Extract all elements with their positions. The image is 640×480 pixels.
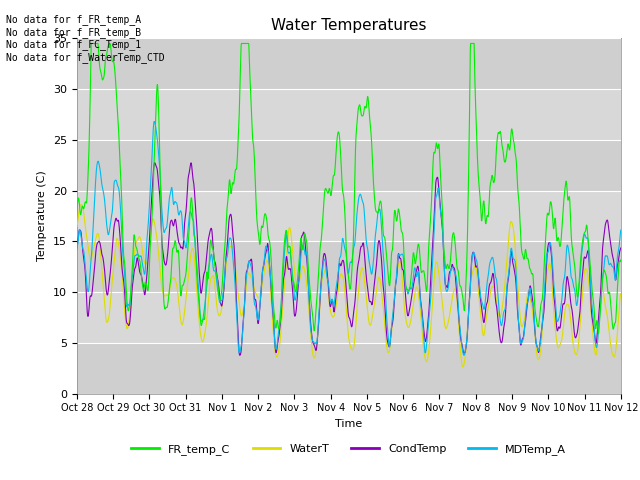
MDTemp_A (602, 253, 609, 259)
Y-axis label: Temperature (C): Temperature (C) (37, 170, 47, 262)
MDTemp_A (602, 253, 609, 259)
MDTemp_A (150, 119, 158, 124)
WaterT (101, 305, 109, 311)
Text: No data for f_FR_temp_A
No data for f_FR_temp_B
No data for f_FC_Temp_1
No data : No data for f_FR_temp_A No data for f_FR… (6, 14, 165, 63)
FR_temp_C (338, 170, 346, 176)
CondTemp (602, 221, 609, 227)
WaterT (73, 224, 81, 230)
WaterT (502, 272, 509, 278)
WaterT (338, 272, 346, 277)
FR_temp_C (617, 257, 625, 263)
MDTemp_A (323, 276, 331, 281)
MDTemp_A (460, 352, 468, 358)
CondTemp (602, 222, 609, 228)
FR_temp_C (502, 158, 509, 164)
Bar (77, 140, 621, 191)
FR_temp_C (602, 270, 609, 276)
Line: FR_temp_C: FR_temp_C (77, 44, 621, 333)
Line: MDTemp_A: MDTemp_A (77, 121, 621, 355)
CondTemp (502, 307, 509, 313)
CondTemp (100, 267, 108, 273)
MDTemp_A (617, 227, 625, 233)
MDTemp_A (338, 244, 346, 250)
Bar (77, 38, 621, 89)
CondTemp (324, 272, 332, 277)
FR_temp_C (73, 210, 81, 216)
WaterT (459, 364, 467, 370)
Line: CondTemp: CondTemp (77, 163, 621, 355)
Bar (77, 241, 621, 292)
CondTemp (236, 352, 244, 358)
Legend: FR_temp_C, WaterT, CondTemp, MDTemp_A: FR_temp_C, WaterT, CondTemp, MDTemp_A (127, 439, 571, 459)
X-axis label: Time: Time (335, 419, 362, 429)
WaterT (617, 291, 625, 297)
FR_temp_C (602, 271, 609, 276)
CondTemp (617, 245, 625, 251)
MDTemp_A (73, 247, 81, 252)
MDTemp_A (502, 301, 509, 307)
WaterT (77, 202, 85, 207)
WaterT (323, 276, 331, 282)
FR_temp_C (101, 65, 109, 71)
Bar (77, 343, 621, 394)
WaterT (602, 304, 609, 310)
MDTemp_A (100, 197, 108, 203)
Line: WaterT: WaterT (77, 204, 621, 367)
CondTemp (151, 160, 159, 166)
WaterT (602, 303, 609, 309)
FR_temp_C (323, 189, 331, 195)
CondTemp (338, 260, 346, 265)
FR_temp_C (595, 330, 602, 336)
FR_temp_C (88, 41, 95, 47)
CondTemp (73, 245, 81, 251)
Title: Water Temperatures: Water Temperatures (271, 18, 426, 33)
